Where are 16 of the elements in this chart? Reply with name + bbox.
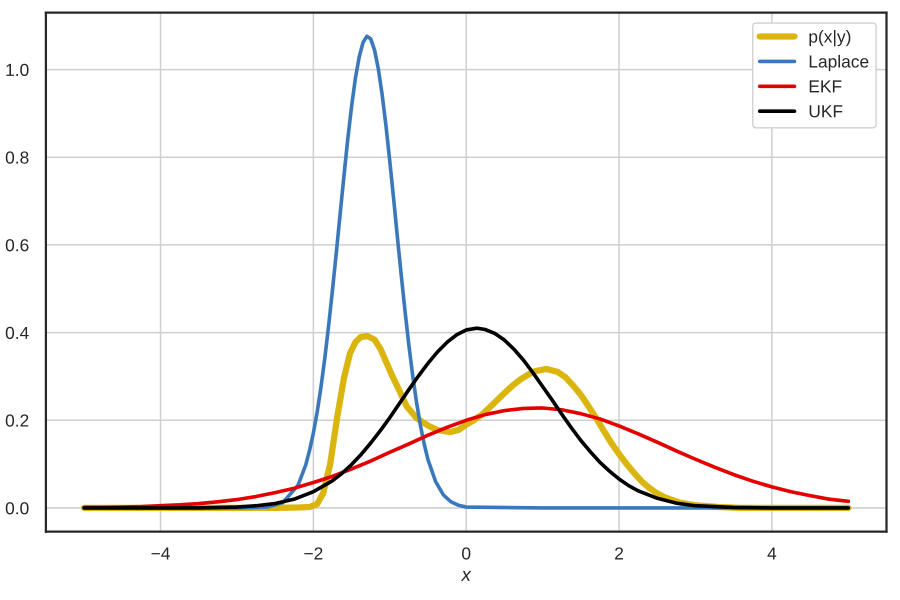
x-tick-label: 0 — [462, 547, 470, 560]
x-tick-label: 2 — [615, 547, 623, 560]
y-tick-label: 0.6 — [6, 239, 28, 252]
y-tick-label: 0.2 — [6, 414, 28, 427]
x-tick-label: −4 — [151, 548, 170, 560]
y-tick-label: 0.8 — [6, 151, 28, 164]
legend-label: EKF — [810, 80, 842, 92]
x-tick-label: 4 — [767, 548, 776, 560]
legend-label: UKF — [810, 105, 842, 118]
x-axis-title: x — [460, 570, 472, 581]
y-tick-label: 0.4 — [6, 326, 29, 340]
y-tick-label: 0.0 — [6, 502, 29, 514]
legend-label: Laplace — [810, 54, 868, 72]
legend-label: p(x|y) — [809, 30, 850, 46]
y-tick-label: 1.0 — [6, 64, 29, 76]
x-tick-label: −2 — [304, 547, 322, 560]
